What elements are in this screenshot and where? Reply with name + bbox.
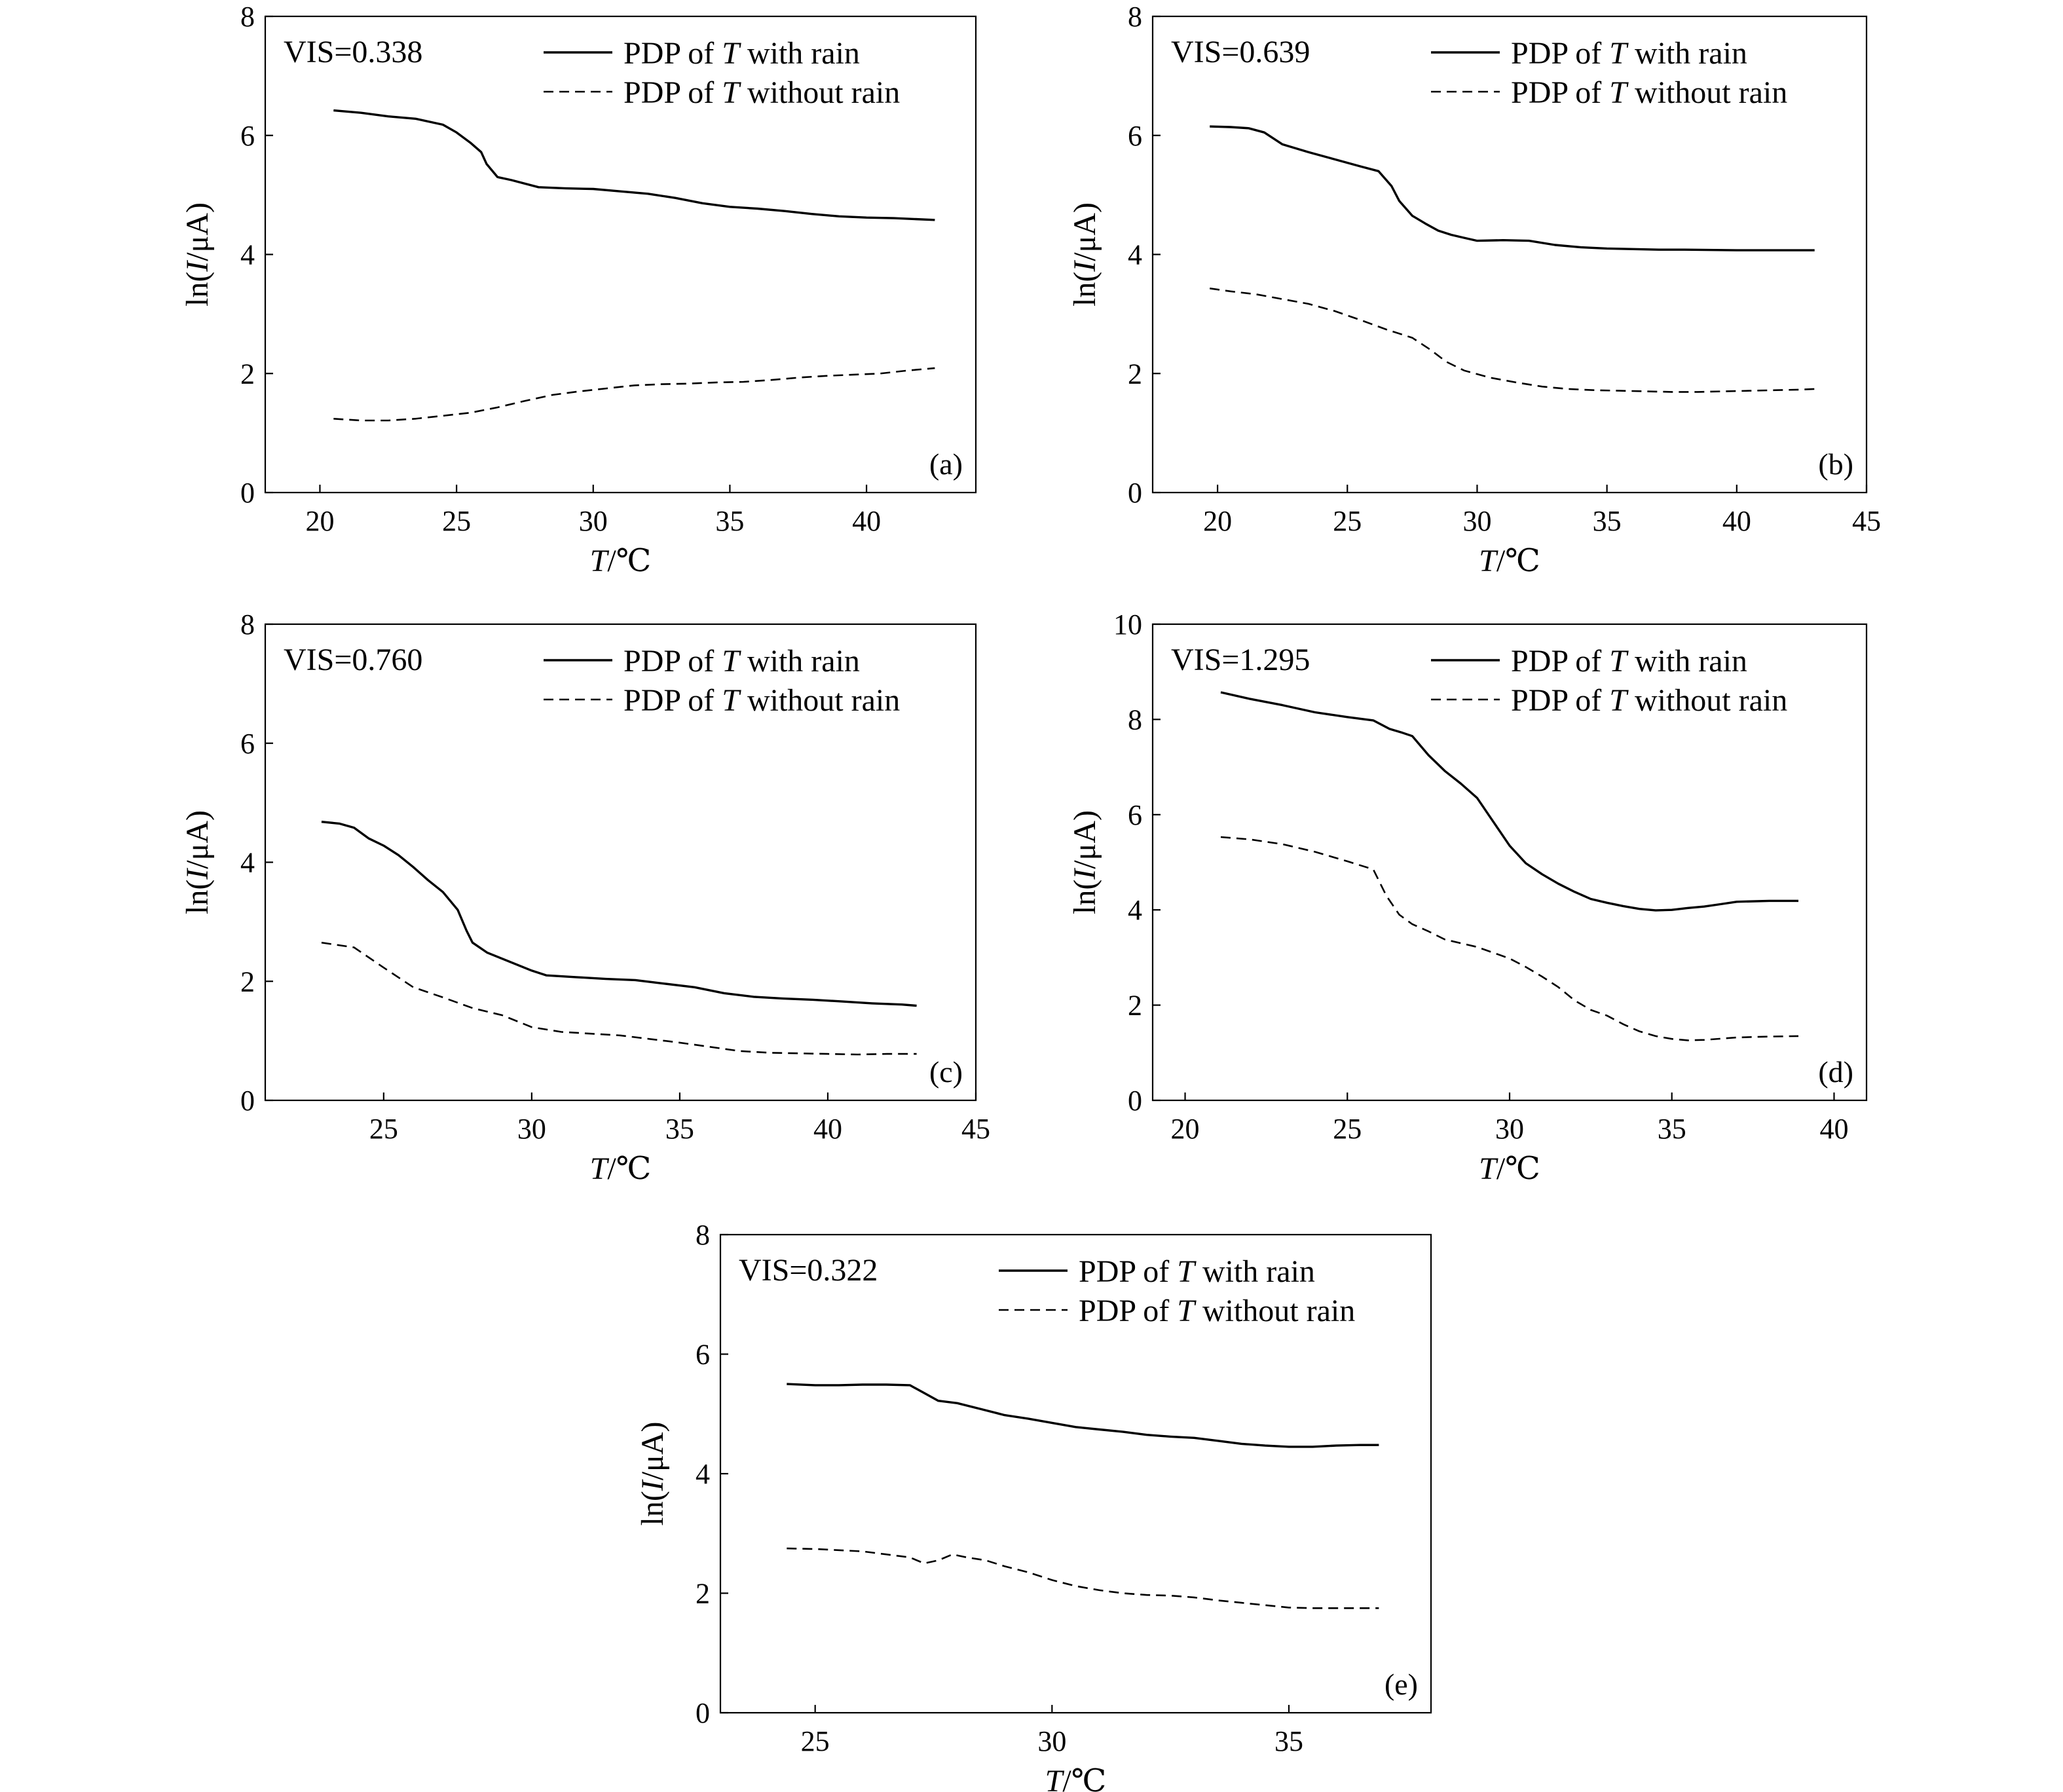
x-axis-label: T/℃: [590, 544, 652, 578]
x-tick-label: 35: [1658, 1113, 1686, 1145]
y-tick-label: 8: [1128, 703, 1142, 736]
legend-label-without-rain: PDP of T without rain: [623, 683, 900, 718]
legend-label-with-rain: PDP of T with rain: [1079, 1254, 1315, 1289]
series-line-without-rain: [321, 941, 917, 1056]
legend-label-with-rain: PDP of T with rain: [623, 644, 860, 679]
y-axis-label: ln(I/μA): [1068, 202, 1102, 307]
x-tick-label: 30: [1037, 1725, 1066, 1757]
y-tick-label: 4: [696, 1458, 710, 1490]
vis-annotation: VIS=1.295: [1171, 643, 1310, 677]
chart-panel-e: 25 30 35 0 2 4 6 8 T/℃ ln(I/μA) VIS=0.322 PDP of T …: [635, 1219, 1432, 1792]
y-tick-label: 0: [1128, 477, 1142, 509]
series-line-with-rain: [1210, 125, 1815, 252]
y-tick-label: 0: [240, 1085, 255, 1117]
series-line-without-rain: [1210, 288, 1815, 393]
y-tick-label: 6: [240, 120, 255, 152]
x-tick-label: 25: [369, 1113, 398, 1145]
x-axis-label: T/℃: [1045, 1764, 1107, 1792]
chart-panel-d: 20 25 30 35 40 0 2 4 6 8 10 T/℃ ln(I/μA) VIS=1.295 PDP…: [1068, 608, 1868, 1186]
vis-annotation: VIS=0.760: [284, 643, 422, 677]
panel-label: (d): [1818, 1055, 1853, 1089]
vis-annotation: VIS=0.338: [284, 35, 422, 69]
y-axis-label: ln(I/μA): [1068, 810, 1102, 914]
series-line-without-rain: [1220, 836, 1799, 1041]
x-axis-label: T/℃: [1479, 544, 1540, 578]
panel-label: (e): [1385, 1668, 1418, 1701]
x-axis-label: T/℃: [590, 1151, 652, 1186]
x-tick-label: 40: [1722, 505, 1751, 537]
series-line-with-rain: [1220, 691, 1798, 912]
y-tick-label: 2: [1128, 990, 1142, 1022]
x-tick-label: 40: [852, 505, 881, 537]
y-axis-label: ln(I/μA): [180, 202, 215, 307]
series-line-with-rain: [787, 1383, 1379, 1448]
x-tick-label: 45: [961, 1113, 990, 1145]
x-tick-label: 30: [1495, 1113, 1524, 1145]
y-axis-label: ln(I/μA): [635, 1421, 670, 1525]
x-tick-label: 35: [715, 505, 744, 537]
y-tick-label: 6: [696, 1339, 710, 1371]
vis-annotation: VIS=0.639: [1171, 35, 1310, 69]
y-tick-label: 6: [1128, 120, 1142, 152]
y-tick-label: 4: [240, 239, 255, 271]
x-tick-label: 25: [1333, 1113, 1362, 1145]
legend-label-with-rain: PDP of T with rain: [623, 36, 860, 71]
x-tick-label: 40: [813, 1113, 842, 1145]
x-tick-label: 30: [579, 505, 608, 537]
y-tick-label: 6: [1128, 799, 1142, 831]
y-tick-label: 4: [1128, 239, 1142, 271]
y-tick-label: 2: [696, 1578, 710, 1610]
x-tick-label: 35: [1274, 1725, 1303, 1757]
x-tick-label: 45: [1852, 505, 1881, 537]
y-tick-label: 0: [696, 1697, 710, 1729]
legend-label-without-rain: PDP of T without rain: [1511, 75, 1787, 110]
y-tick-label: 0: [1128, 1085, 1142, 1117]
x-tick-label: 20: [1171, 1113, 1200, 1145]
y-tick-label: 8: [240, 608, 255, 641]
y-tick-label: 8: [696, 1219, 710, 1251]
y-tick-label: 8: [1128, 1, 1142, 33]
chart-panel-a: 20 25 30 35 40 0 2 4 6 8 T/℃ ln(I/μA) VIS=0.338 PDP o…: [180, 1, 977, 578]
series-line-with-rain: [333, 109, 935, 221]
x-tick-label: 30: [517, 1113, 546, 1145]
series-line-with-rain: [321, 821, 917, 1007]
x-tick-label: 35: [665, 1113, 694, 1145]
x-tick-label: 40: [1819, 1113, 1848, 1145]
panel-label: (c): [929, 1055, 963, 1089]
x-tick-label: 30: [1462, 505, 1491, 537]
legend-label-with-rain: PDP of T with rain: [1511, 644, 1747, 679]
y-tick-label: 4: [1128, 894, 1142, 926]
panel-label: (b): [1818, 447, 1853, 481]
x-tick-label: 25: [801, 1725, 830, 1757]
y-tick-label: 6: [240, 728, 255, 760]
x-tick-label: 20: [305, 505, 334, 537]
x-tick-label: 25: [442, 505, 471, 537]
legend-label-without-rain: PDP of T without rain: [1079, 1294, 1355, 1328]
chart-panel-c: 25 30 35 40 45 0 2 4 6 8 T/℃ ln(I/μA) VIS=0.760 PDP o…: [180, 608, 990, 1186]
y-tick-label: 0: [240, 477, 255, 509]
x-tick-label: 25: [1333, 505, 1362, 537]
vis-annotation: VIS=0.322: [739, 1253, 878, 1288]
legend-label-with-rain: PDP of T with rain: [1511, 36, 1747, 71]
series-line-without-rain: [787, 1547, 1379, 1609]
y-tick-label: 10: [1113, 608, 1142, 641]
y-tick-label: 4: [240, 847, 255, 879]
y-tick-label: 2: [1128, 358, 1142, 390]
x-axis-label: T/℃: [1479, 1151, 1540, 1186]
series-line-without-rain: [333, 367, 935, 422]
y-tick-label: 2: [240, 965, 255, 998]
y-axis-label: ln(I/μA): [180, 810, 215, 914]
x-tick-label: 20: [1203, 505, 1232, 537]
legend-label-without-rain: PDP of T without rain: [1511, 683, 1787, 718]
panel-label: (a): [929, 447, 963, 481]
chart-panel-b: 20 25 30 35 40 45 0 2 4 6 8 T/℃ ln(I/μA) VIS=0.639 PDP…: [1068, 1, 1881, 578]
y-tick-label: 8: [240, 1, 255, 33]
legend-label-without-rain: PDP of T without rain: [623, 75, 900, 110]
y-tick-label: 2: [240, 358, 255, 390]
x-tick-label: 35: [1593, 505, 1622, 537]
